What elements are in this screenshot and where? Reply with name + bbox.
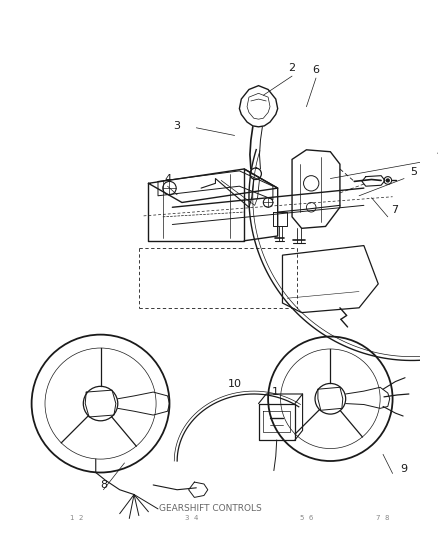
Text: 9: 9 <box>399 464 407 474</box>
Text: 4: 4 <box>164 174 171 183</box>
Text: 3: 3 <box>173 121 180 131</box>
Text: 5  6: 5 6 <box>299 515 312 521</box>
Text: 10: 10 <box>227 379 241 390</box>
Circle shape <box>385 179 389 182</box>
Text: 3  4: 3 4 <box>184 515 198 521</box>
Text: 2: 2 <box>288 63 295 74</box>
Text: 8: 8 <box>99 480 107 490</box>
Text: 1  2: 1 2 <box>70 515 83 521</box>
Text: 7: 7 <box>390 205 397 215</box>
Text: 7  8: 7 8 <box>375 515 389 521</box>
Text: 6: 6 <box>312 66 319 75</box>
Text: 5: 5 <box>409 167 416 177</box>
Text: GEARSHIFT CONTROLS: GEARSHIFT CONTROLS <box>159 504 261 513</box>
Text: 4: 4 <box>436 148 438 158</box>
Text: 1: 1 <box>272 387 279 397</box>
